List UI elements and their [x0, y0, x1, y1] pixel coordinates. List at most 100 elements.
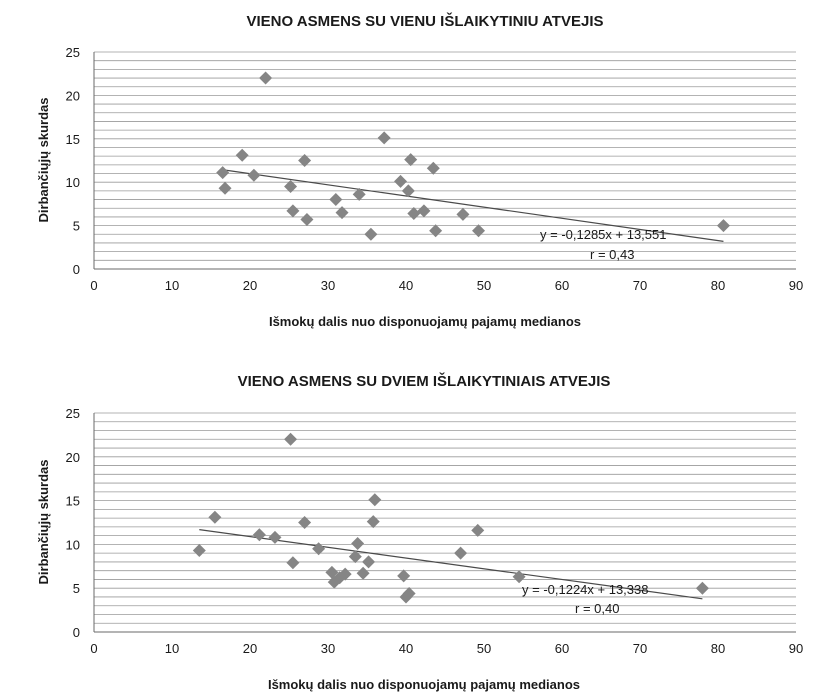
chart-2-x-tick-label: 80: [711, 641, 725, 656]
chart-2-data-point: [252, 528, 266, 542]
chart-2-y-tick-label: 20: [66, 450, 80, 465]
chart-2-x-axis-title: Išmokų dalis nuo disponuojamų pajamų med…: [268, 677, 580, 692]
chart-2-data-point: [397, 569, 411, 583]
chart-2-x-tick-label: 90: [789, 641, 803, 656]
chart-2-data-point: [362, 555, 376, 569]
chart-2-data-point: [366, 515, 380, 529]
chart-1-data-point: [218, 181, 232, 195]
chart-1-data-point: [426, 161, 440, 175]
chart-1-y-tick-label: 15: [66, 132, 80, 147]
chart-1-y-ticks: 0 5 10 15 20 25: [66, 45, 80, 277]
chart-2-data-point: [351, 537, 365, 551]
chart-2-x-tick-label: 70: [633, 641, 647, 656]
chart-2-data-point: [192, 544, 206, 558]
chart-1-data-point: [417, 204, 431, 218]
chart-2: VIENO ASMENS SU DVIEM IŠLAIKYTINIAIS ATV…: [36, 372, 803, 692]
chart-2-x-tick-label: 0: [90, 641, 97, 656]
chart-2-data-point: [471, 523, 485, 537]
chart-2-x-tick-label: 30: [321, 641, 335, 656]
chart-2-data-point: [368, 493, 382, 507]
chart-2-y-tick-label: 15: [66, 494, 80, 509]
chart-2-x-tick-label: 50: [477, 641, 491, 656]
chart-1: VIENO ASMENS SU VIENU IŠLAIKYTINIU ATVEJ…: [36, 12, 803, 329]
chart-1-gridlines: [94, 51, 796, 261]
chart-1-x-ticks: 0 10 20 30 40 50 60 70 80 90: [90, 278, 803, 293]
chart-1-y-axis-title: Dirbančiųjų skurdas: [36, 98, 51, 223]
chart-2-x-tick-label: 60: [555, 641, 569, 656]
chart-2-x-tick-label: 20: [243, 641, 257, 656]
chart-2-title: VIENO ASMENS SU DVIEM IŠLAIKYTINIAIS ATV…: [238, 372, 611, 390]
chart-1-x-tick-label: 60: [555, 278, 569, 293]
chart-1-data-point: [247, 168, 261, 182]
chart-1-data-point: [394, 174, 408, 188]
chart-1-trendline: [222, 169, 724, 242]
chart-1-equation: y = -0,1285x + 13,551: [540, 227, 666, 242]
chart-2-y-axis-title: Dirbančiųjų skurdas: [36, 460, 51, 585]
chart-2-data-point: [286, 556, 300, 570]
chart-1-data-point: [286, 204, 300, 218]
chart-2-points: [192, 432, 709, 604]
chart-1-data-point: [352, 187, 366, 201]
chart-1-x-tick-label: 20: [243, 278, 257, 293]
chart-1-x-tick-label: 70: [633, 278, 647, 293]
chart-1-data-point: [407, 206, 421, 220]
chart-2-data-point: [348, 550, 362, 564]
chart-1-y-tick-label: 0: [73, 262, 80, 277]
chart-1-y-tick-label: 5: [73, 219, 80, 234]
chart-1-data-point: [284, 180, 298, 194]
chart-1-y-tick-label: 25: [66, 45, 80, 60]
chart-1-data-point: [298, 154, 312, 167]
chart-1-data-point: [259, 71, 273, 85]
chart-1-x-axis-title: Išmokų dalis nuo disponuojamų pajamų med…: [269, 314, 581, 329]
chart-1-data-point: [364, 227, 378, 241]
chart-1-x-tick-label: 50: [477, 278, 491, 293]
chart-2-y-tick-label: 25: [66, 406, 80, 421]
chart-2-x-tick-label: 10: [165, 641, 179, 656]
chart-2-data-point: [356, 566, 370, 580]
chart-1-y-tick-label: 10: [66, 175, 80, 190]
chart-2-x-tick-label: 40: [399, 641, 413, 656]
chart-1-data-point: [429, 224, 443, 238]
chart-1-x-tick-label: 30: [321, 278, 335, 293]
chart-1-data-point: [216, 166, 230, 180]
chart-2-data-point: [268, 530, 282, 544]
chart-1-data-point: [377, 131, 391, 145]
chart-1-x-tick-label: 10: [165, 278, 179, 293]
chart-1-data-point: [335, 206, 349, 220]
chart-2-data-point: [284, 432, 298, 446]
chart-1-data-point: [329, 193, 343, 207]
chart-2-data-point: [454, 546, 468, 560]
chart-2-gridlines: [94, 412, 796, 624]
chart-2-data-point: [402, 586, 416, 600]
chart-1-data-point: [401, 184, 415, 198]
chart-1-x-tick-label: 90: [789, 278, 803, 293]
chart-2-data-point: [208, 510, 222, 524]
chart-2-data-point: [512, 570, 526, 584]
chart-2-x-ticks: 0 10 20 30 40 50 60 70 80 90: [90, 641, 803, 656]
chart-1-data-point: [404, 153, 418, 167]
chart-2-data-point: [695, 581, 709, 595]
chart-1-points: [216, 71, 730, 241]
chart-2-y-ticks: 0 5 10 15 20 25: [66, 406, 80, 640]
chart-1-x-tick-label: 0: [90, 278, 97, 293]
chart-2-data-point: [312, 542, 326, 556]
chart-1-data-point: [456, 207, 470, 221]
chart-2-data-point: [298, 516, 312, 529]
chart-2-data-point: [338, 567, 352, 581]
chart-2-y-tick-label: 0: [73, 625, 80, 640]
chart-1-data-point: [472, 224, 486, 238]
chart-2-data-point: [325, 565, 339, 579]
chart-2-y-tick-label: 5: [73, 581, 80, 596]
chart-1-data-point: [300, 213, 314, 227]
chart-2-r-value: r = 0,40: [575, 601, 619, 616]
chart-2-equation: y = -0,1224x + 13,338: [522, 582, 648, 597]
chart-2-y-tick-label: 10: [66, 537, 80, 552]
chart-1-x-tick-label: 80: [711, 278, 725, 293]
chart-1-data-point: [716, 219, 730, 233]
chart-2-trendline: [199, 529, 703, 600]
chart-1-title: VIENO ASMENS SU VIENU IŠLAIKYTINIU ATVEJ…: [247, 12, 604, 30]
chart-1-x-tick-label: 40: [399, 278, 413, 293]
chart-1-r-value: r = 0,43: [590, 247, 634, 262]
chart-1-y-tick-label: 20: [66, 88, 80, 103]
